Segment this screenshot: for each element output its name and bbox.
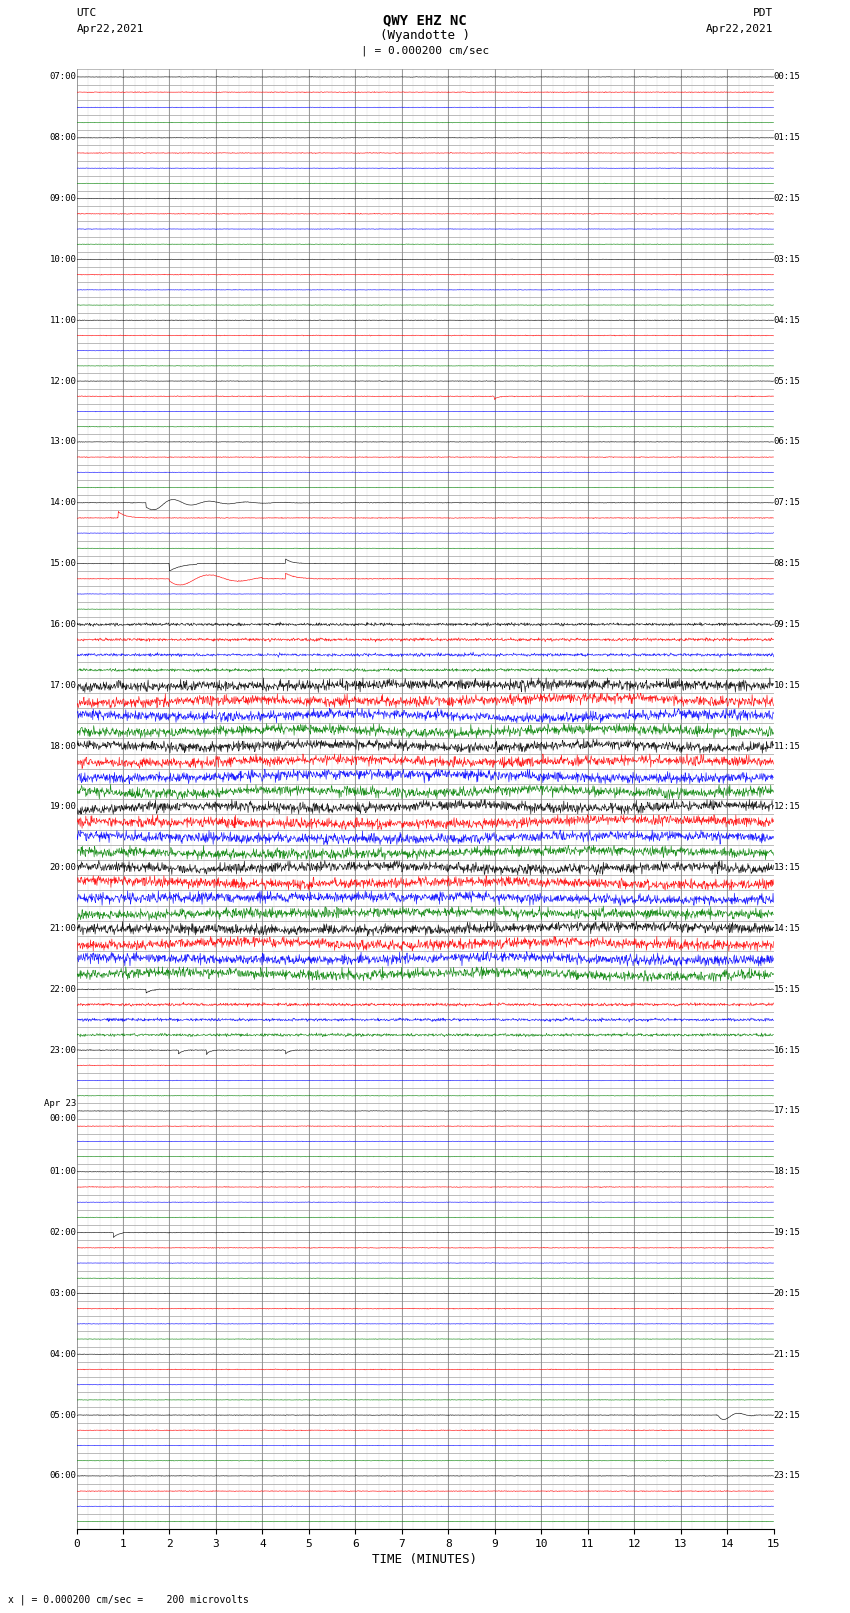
Text: 21:00: 21:00: [49, 924, 76, 932]
Text: 12:15: 12:15: [774, 802, 801, 811]
Text: 01:00: 01:00: [49, 1168, 76, 1176]
Text: 02:15: 02:15: [774, 194, 801, 203]
Text: 09:15: 09:15: [774, 619, 801, 629]
Text: 21:15: 21:15: [774, 1350, 801, 1358]
Text: 02:00: 02:00: [49, 1227, 76, 1237]
Text: x | = 0.000200 cm/sec =    200 microvolts: x | = 0.000200 cm/sec = 200 microvolts: [8, 1594, 249, 1605]
Text: 13:00: 13:00: [49, 437, 76, 447]
Text: 08:15: 08:15: [774, 560, 801, 568]
Text: 10:00: 10:00: [49, 255, 76, 265]
Text: 06:15: 06:15: [774, 437, 801, 447]
Text: 08:00: 08:00: [49, 134, 76, 142]
Text: 22:15: 22:15: [774, 1411, 801, 1419]
Text: 23:00: 23:00: [49, 1045, 76, 1055]
Text: 06:00: 06:00: [49, 1471, 76, 1481]
Text: 07:15: 07:15: [774, 498, 801, 506]
Text: 03:00: 03:00: [49, 1289, 76, 1298]
Text: 15:15: 15:15: [774, 986, 801, 994]
X-axis label: TIME (MINUTES): TIME (MINUTES): [372, 1553, 478, 1566]
Text: UTC: UTC: [76, 8, 97, 18]
Text: 20:00: 20:00: [49, 863, 76, 873]
Text: 14:00: 14:00: [49, 498, 76, 506]
Text: Apr22,2021: Apr22,2021: [76, 24, 144, 34]
Text: 19:15: 19:15: [774, 1227, 801, 1237]
Text: 01:15: 01:15: [774, 134, 801, 142]
Text: 20:15: 20:15: [774, 1289, 801, 1298]
Text: 15:00: 15:00: [49, 560, 76, 568]
Text: PDT: PDT: [753, 8, 774, 18]
Text: 07:00: 07:00: [49, 73, 76, 82]
Text: 16:00: 16:00: [49, 619, 76, 629]
Text: 03:15: 03:15: [774, 255, 801, 265]
Text: 16:15: 16:15: [774, 1045, 801, 1055]
Text: 18:15: 18:15: [774, 1168, 801, 1176]
Text: 05:15: 05:15: [774, 376, 801, 386]
Text: 13:15: 13:15: [774, 863, 801, 873]
Text: 00:15: 00:15: [774, 73, 801, 82]
Text: 11:00: 11:00: [49, 316, 76, 324]
Text: 22:00: 22:00: [49, 986, 76, 994]
Text: | = 0.000200 cm/sec: | = 0.000200 cm/sec: [361, 45, 489, 56]
Text: 04:00: 04:00: [49, 1350, 76, 1358]
Text: 17:00: 17:00: [49, 681, 76, 690]
Text: 00:00: 00:00: [49, 1115, 76, 1123]
Text: 09:00: 09:00: [49, 194, 76, 203]
Text: (Wyandotte ): (Wyandotte ): [380, 29, 470, 42]
Text: 14:15: 14:15: [774, 924, 801, 932]
Text: 23:15: 23:15: [774, 1471, 801, 1481]
Text: 10:15: 10:15: [774, 681, 801, 690]
Text: 04:15: 04:15: [774, 316, 801, 324]
Text: 12:00: 12:00: [49, 376, 76, 386]
Text: QWY EHZ NC: QWY EHZ NC: [383, 13, 467, 27]
Text: 17:15: 17:15: [774, 1107, 801, 1116]
Text: 11:15: 11:15: [774, 742, 801, 750]
Text: 18:00: 18:00: [49, 742, 76, 750]
Text: Apr 23: Apr 23: [44, 1098, 76, 1108]
Text: 19:00: 19:00: [49, 802, 76, 811]
Text: 05:00: 05:00: [49, 1411, 76, 1419]
Text: Apr22,2021: Apr22,2021: [706, 24, 774, 34]
